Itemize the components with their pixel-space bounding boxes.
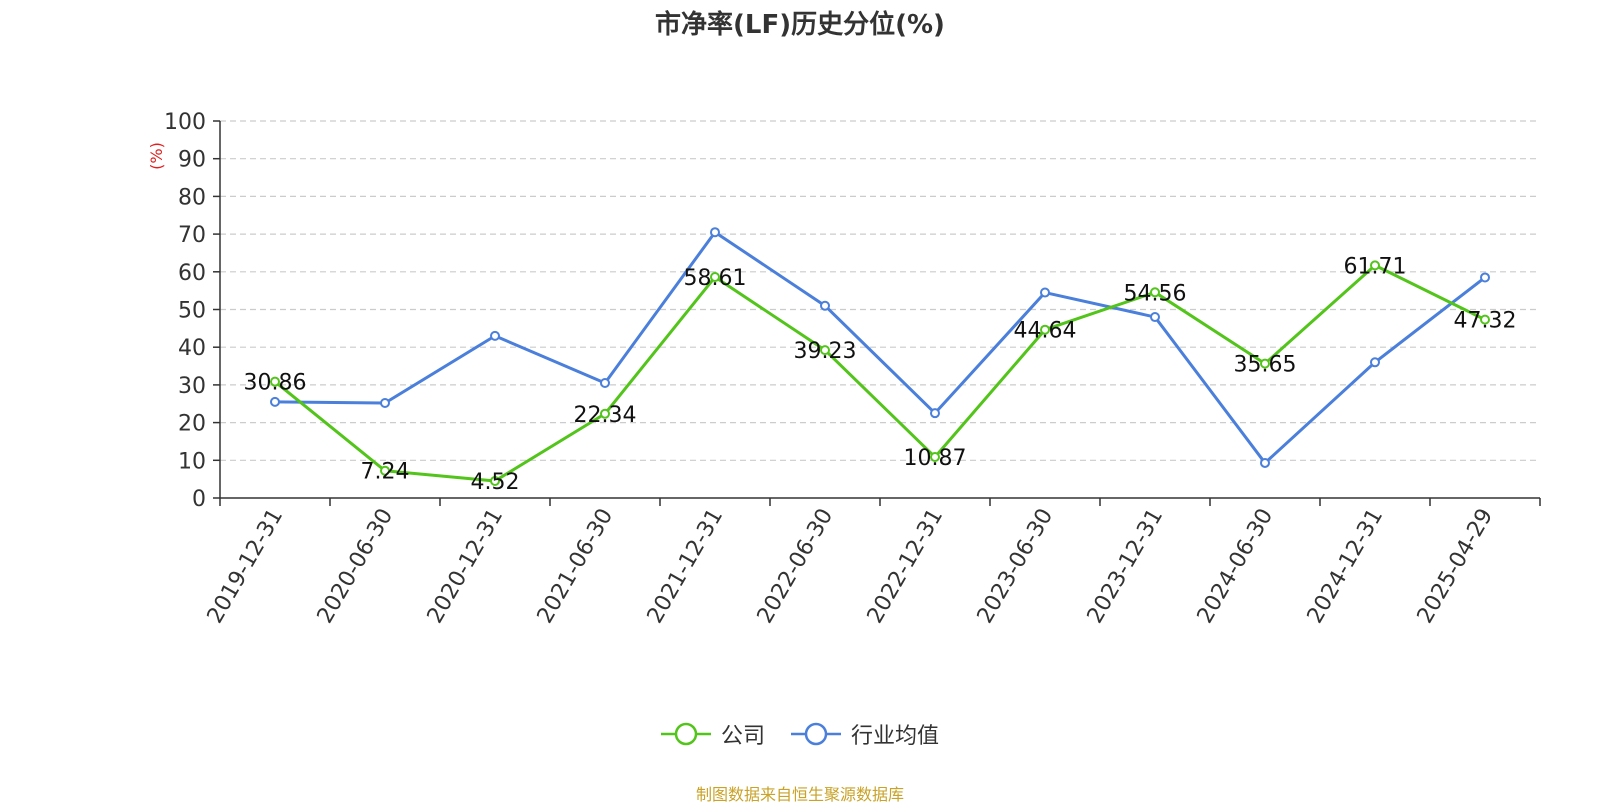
- data-point-company: [490, 475, 500, 486]
- data-label: 35.65: [1234, 353, 1297, 378]
- x-tick-label: 2024-06-30: [1193, 505, 1279, 628]
- data-label: 47.32: [1454, 309, 1517, 334]
- data-label: 54.56: [1124, 281, 1187, 306]
- data-point-industry: [820, 300, 830, 311]
- data-point-industry: [600, 378, 610, 389]
- x-tick-label: 2021-06-30: [533, 505, 619, 628]
- source-note: 制图数据来自恒生聚源数据库: [695, 785, 904, 804]
- series-line-company: [274, 263, 1486, 483]
- series-lines: [270, 227, 1490, 486]
- y-tick-label: 30: [178, 374, 206, 399]
- data-label: 10.87: [904, 446, 967, 471]
- data-point-company: [1480, 314, 1490, 325]
- data-point-industry: [1150, 312, 1160, 323]
- y-tick-label: 40: [178, 336, 206, 361]
- x-tick-label: 2021-12-31: [643, 505, 729, 628]
- data-point-company: [1150, 287, 1160, 298]
- data-label: 4.52: [471, 470, 520, 495]
- data-point-company: [1260, 358, 1270, 369]
- data-point-industry: [490, 330, 500, 341]
- data-point-industry: [930, 408, 940, 419]
- y-tick-label: 80: [178, 185, 206, 210]
- data-point-industry: [1260, 457, 1270, 468]
- y-tick-label: 70: [178, 223, 206, 248]
- legend-company-label: 公司: [720, 724, 765, 749]
- data-point-industry: [1480, 272, 1490, 283]
- data-label: 58.61: [684, 266, 747, 291]
- x-tick-label: 2022-06-30: [753, 505, 839, 628]
- series-line-industry: [274, 230, 1486, 465]
- y-tick-label: 10: [178, 449, 206, 474]
- data-label: 44.64: [1014, 319, 1077, 344]
- x-tick-label: 2020-06-30: [313, 505, 399, 628]
- data-label: 22.34: [574, 403, 637, 428]
- data-point-company: [820, 345, 830, 356]
- data-label: 7.24: [361, 460, 410, 485]
- data-point-company: [1040, 324, 1050, 335]
- x-tick-label: 2022-12-31: [863, 505, 949, 628]
- legend-industry-label: 行业均值: [851, 724, 940, 749]
- chart-title: 市净率(LF)历史分位(%): [655, 10, 945, 40]
- grid-lines: [220, 120, 1540, 461]
- data-label: 61.71: [1344, 254, 1407, 279]
- data-point-company: [380, 465, 390, 476]
- y-axis-label: (%): [147, 142, 166, 170]
- data-point-industry: [1040, 287, 1050, 298]
- x-tick-label: 2025-04-29: [1413, 505, 1499, 628]
- legend-company-icon: [660, 722, 711, 746]
- y-tick-label: 0: [192, 487, 206, 512]
- data-point-industry: [1370, 357, 1380, 368]
- y-tick-label: 50: [178, 299, 206, 324]
- y-tick-label: 20: [178, 412, 206, 437]
- data-point-company: [600, 408, 610, 419]
- x-tick-label: 2020-12-31: [423, 505, 509, 628]
- x-tick-label: 2019-12-31: [203, 505, 289, 628]
- legend-industry-icon: [791, 722, 841, 746]
- data-label: 30.86: [244, 371, 307, 396]
- data-point-company: [930, 452, 940, 463]
- y-tick-label: 90: [178, 148, 206, 173]
- data-point-industry: [710, 227, 720, 238]
- data-label: 39.23: [794, 339, 857, 364]
- data-point-company: [710, 272, 720, 283]
- legend: 公司 行业均值: [0, 718, 1600, 750]
- data-point-industry: [380, 397, 390, 408]
- data-point-industry: [270, 396, 280, 407]
- y-tick-label: 100: [164, 110, 206, 135]
- x-tick-label: 2023-06-30: [973, 505, 1059, 628]
- legend-item-industry[interactable]: 行业均值: [791, 718, 939, 750]
- data-point-company: [270, 376, 280, 387]
- data-labels: 30.86 7.24 4.52 22.34 58.61 39.23 10.87 44.64 54…: [244, 254, 1517, 495]
- x-tick-label: 2024-12-31: [1303, 505, 1389, 628]
- legend-item-company[interactable]: 公司: [660, 718, 765, 750]
- y-tick-label: 60: [178, 261, 206, 286]
- x-tick-label: 2023-12-31: [1083, 505, 1169, 628]
- data-point-company: [1370, 260, 1380, 271]
